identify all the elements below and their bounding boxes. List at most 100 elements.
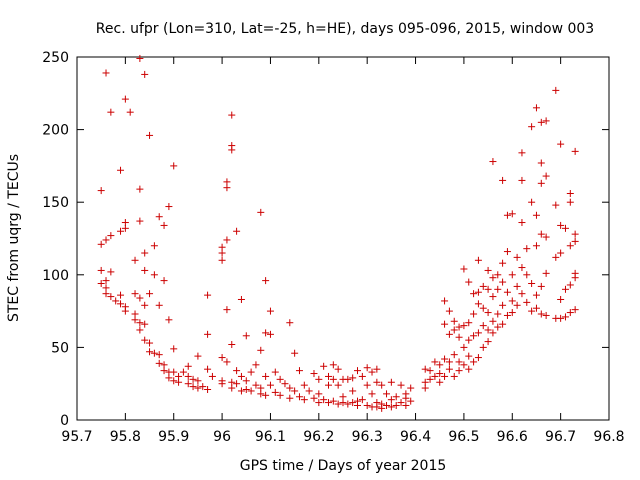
y-tick-label: 100 [42, 268, 69, 284]
data-point [387, 403, 395, 411]
data-point [97, 266, 105, 274]
data-point [349, 387, 357, 395]
data-point [450, 372, 458, 380]
data-point [494, 323, 502, 331]
data-point [334, 400, 342, 408]
data-point [276, 375, 284, 383]
data-point [426, 367, 434, 375]
data-point [489, 317, 497, 325]
data-point [300, 381, 308, 389]
data-point [518, 290, 526, 298]
data-point [561, 224, 569, 232]
data-point [407, 384, 415, 392]
data-point [489, 158, 497, 166]
data-point [223, 358, 231, 366]
data-point [194, 377, 202, 385]
data-point [392, 393, 400, 401]
x-tick-label: 95.7 [61, 429, 92, 445]
axis-ticks: 95.7 95.8 95.9 96 96.1 96.2 96.3 96.4 96.5 96.6 96… [42, 50, 624, 445]
data-point [184, 372, 192, 380]
data-point [281, 380, 289, 388]
plot-frame [76, 56, 610, 421]
data-point [141, 320, 149, 328]
data-point [358, 396, 366, 404]
data-point [112, 297, 120, 305]
data-point [528, 280, 536, 288]
data-point [160, 221, 168, 229]
data-point [155, 351, 163, 359]
data-point [320, 396, 328, 404]
data-point [465, 365, 473, 373]
data-point [571, 306, 579, 314]
data-point [329, 375, 337, 383]
data-point [324, 372, 332, 380]
data-point [131, 256, 139, 264]
data-point [136, 326, 144, 334]
data-point [136, 217, 144, 225]
data-point [532, 211, 540, 219]
data-point [271, 388, 279, 396]
data-point [465, 352, 473, 360]
data-point [470, 290, 478, 298]
data-point [552, 86, 560, 94]
data-point [479, 304, 487, 312]
data-point [189, 375, 197, 383]
data-point [484, 285, 492, 293]
data-point [363, 364, 371, 372]
data-point [445, 330, 453, 338]
data-point [460, 361, 468, 369]
data-point [242, 332, 250, 340]
data-point [266, 307, 274, 315]
data-point [474, 329, 482, 337]
data-point [537, 179, 545, 187]
data-point [315, 375, 323, 383]
data-point [523, 298, 531, 306]
data-point [561, 285, 569, 293]
data-point [402, 401, 410, 409]
data-point [300, 396, 308, 404]
data-point [494, 271, 502, 279]
data-point [571, 274, 579, 282]
data-point [237, 372, 245, 380]
data-point [257, 208, 265, 216]
data-point [170, 377, 178, 385]
data-point [489, 274, 497, 282]
data-point [204, 291, 212, 299]
data-point [155, 213, 163, 221]
data-point [470, 358, 478, 366]
data-point [349, 399, 357, 407]
data-point [334, 365, 342, 373]
data-point [349, 374, 357, 382]
data-point [479, 343, 487, 351]
data-point [315, 390, 323, 398]
data-point [508, 271, 516, 279]
y-tick-label: 150 [42, 195, 69, 211]
x-tick-label: 96.2 [303, 429, 334, 445]
data-point [334, 381, 342, 389]
data-point [528, 307, 536, 315]
data-point [107, 268, 115, 276]
data-point [561, 313, 569, 321]
data-point [320, 362, 328, 370]
x-tick-label: 95.9 [158, 429, 189, 445]
data-point [262, 329, 270, 337]
data-point [354, 401, 362, 409]
data-point [141, 301, 149, 309]
data-point [537, 159, 545, 167]
data-point [532, 291, 540, 299]
data-point [218, 380, 226, 388]
data-point [97, 280, 105, 288]
data-point [470, 332, 478, 340]
data-point [503, 211, 511, 219]
data-point [329, 397, 337, 405]
data-point [291, 349, 299, 357]
data-point [445, 365, 453, 373]
chart-title: Rec. ufpr (Lon=310, Lat=-25, h=HE), days… [96, 21, 594, 37]
data-point [228, 111, 236, 119]
data-point [523, 271, 531, 279]
data-point [474, 256, 482, 264]
data-point [155, 359, 163, 367]
data-point [291, 387, 299, 395]
data-point [363, 401, 371, 409]
data-point [266, 381, 274, 389]
